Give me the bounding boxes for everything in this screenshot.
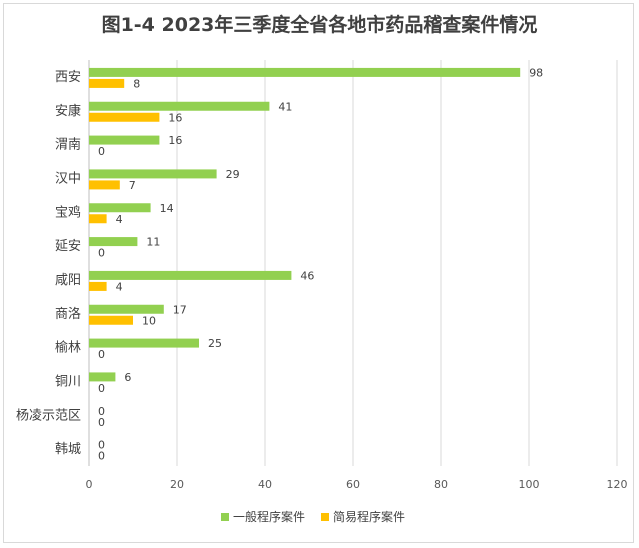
- data-label: 14: [160, 202, 174, 215]
- data-label: 0: [98, 247, 105, 260]
- bar-general: [89, 304, 164, 314]
- bar-general: [89, 101, 270, 111]
- bar-general: [89, 67, 521, 77]
- legend-swatch: [321, 513, 329, 521]
- data-label: 4: [116, 213, 123, 226]
- bar-simple: [89, 214, 107, 224]
- category-label: 安康: [55, 103, 81, 119]
- category-label: 延安: [55, 239, 81, 254]
- x-tick-label: 80: [434, 478, 448, 491]
- legend-swatch: [221, 513, 229, 521]
- data-label: 16: [168, 134, 182, 147]
- x-tick-label: 120: [607, 478, 628, 491]
- category-label: 宝鸡: [55, 204, 81, 220]
- category-label: 西安: [55, 70, 81, 85]
- data-label: 0: [98, 405, 105, 418]
- bar-general: [89, 169, 217, 179]
- data-label: 98: [529, 66, 543, 79]
- bar-simple: [89, 180, 120, 190]
- bar-general: [89, 203, 151, 213]
- x-tick-label: 40: [258, 478, 272, 491]
- bar-general: [89, 237, 138, 247]
- bar-general: [89, 270, 292, 280]
- legend-label: 一般程序案件: [233, 509, 305, 524]
- bar-general: [89, 372, 116, 382]
- category-label: 韩城: [55, 442, 81, 457]
- data-label: 41: [278, 100, 292, 113]
- data-label: 4: [116, 280, 123, 293]
- category-label: 咸阳: [55, 273, 81, 288]
- data-label: 6: [124, 371, 131, 384]
- data-label: 0: [98, 450, 105, 463]
- data-label: 46: [300, 269, 314, 282]
- bar-simple: [89, 78, 125, 88]
- data-label: 11: [146, 236, 160, 249]
- legend-label: 简易程序案件: [333, 509, 405, 524]
- data-label: 10: [142, 314, 156, 327]
- data-label: 25: [208, 337, 222, 350]
- category-label: 汉中: [55, 171, 81, 186]
- category-label: 杨凌示范区: [16, 408, 81, 423]
- category-label: 渭南: [55, 137, 81, 153]
- bar-simple: [89, 315, 133, 325]
- data-label: 0: [98, 439, 105, 452]
- x-tick-label: 60: [346, 478, 360, 491]
- data-label: 0: [98, 145, 105, 158]
- data-label: 7: [129, 179, 136, 192]
- data-label: 0: [98, 348, 105, 361]
- data-label: 0: [98, 416, 105, 429]
- data-label: 0: [98, 382, 105, 395]
- x-tick-label: 100: [519, 478, 540, 491]
- data-label: 29: [226, 168, 240, 181]
- category-label: 商洛: [55, 307, 81, 322]
- chart-title: 图1-4 2023年三季度全省各地市药品稽查案件情况: [101, 14, 538, 36]
- bar-simple: [89, 281, 107, 291]
- bar-general: [89, 135, 160, 145]
- category-label: 榆林: [55, 341, 81, 356]
- category-label: 铜川: [55, 374, 81, 389]
- bar-simple: [89, 112, 160, 122]
- x-tick-label: 0: [86, 478, 93, 491]
- x-tick-label: 20: [170, 478, 184, 491]
- data-label: 16: [168, 111, 182, 124]
- bar-general: [89, 338, 199, 348]
- data-label: 17: [173, 303, 187, 316]
- data-label: 8: [133, 77, 140, 90]
